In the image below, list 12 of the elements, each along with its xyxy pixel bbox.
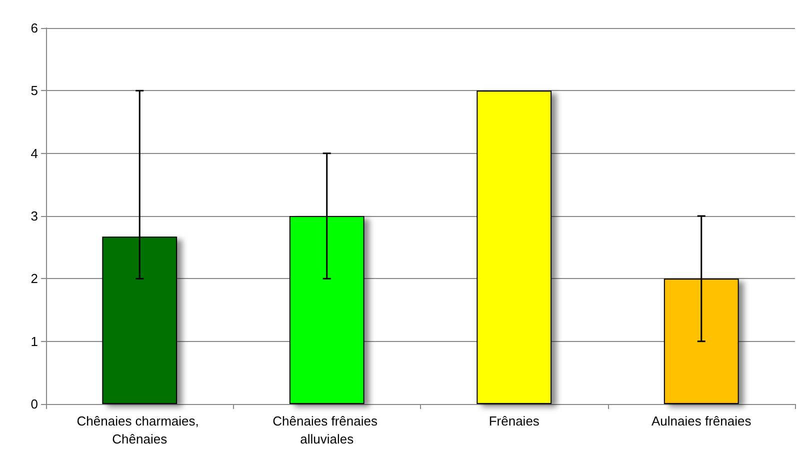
bar — [476, 90, 552, 404]
x-tick-label: Chênaies frênaies alluviales — [272, 414, 382, 446]
y-tick-label: 4 — [30, 146, 38, 161]
y-tick-label: 2 — [30, 271, 38, 286]
y-tick-label: 1 — [30, 334, 38, 349]
y-tick-label: 5 — [30, 83, 38, 98]
y-tick-label: 0 — [30, 396, 38, 412]
x-tick-label: Frênaies — [488, 414, 540, 428]
y-tick-label: 6 — [30, 20, 38, 36]
x-tick-label: Aulnaies frênaies — [652, 414, 752, 428]
y-tick-label: 3 — [30, 208, 38, 224]
x-tick-label: Chênaies charmaies, Chênaies — [76, 414, 202, 446]
